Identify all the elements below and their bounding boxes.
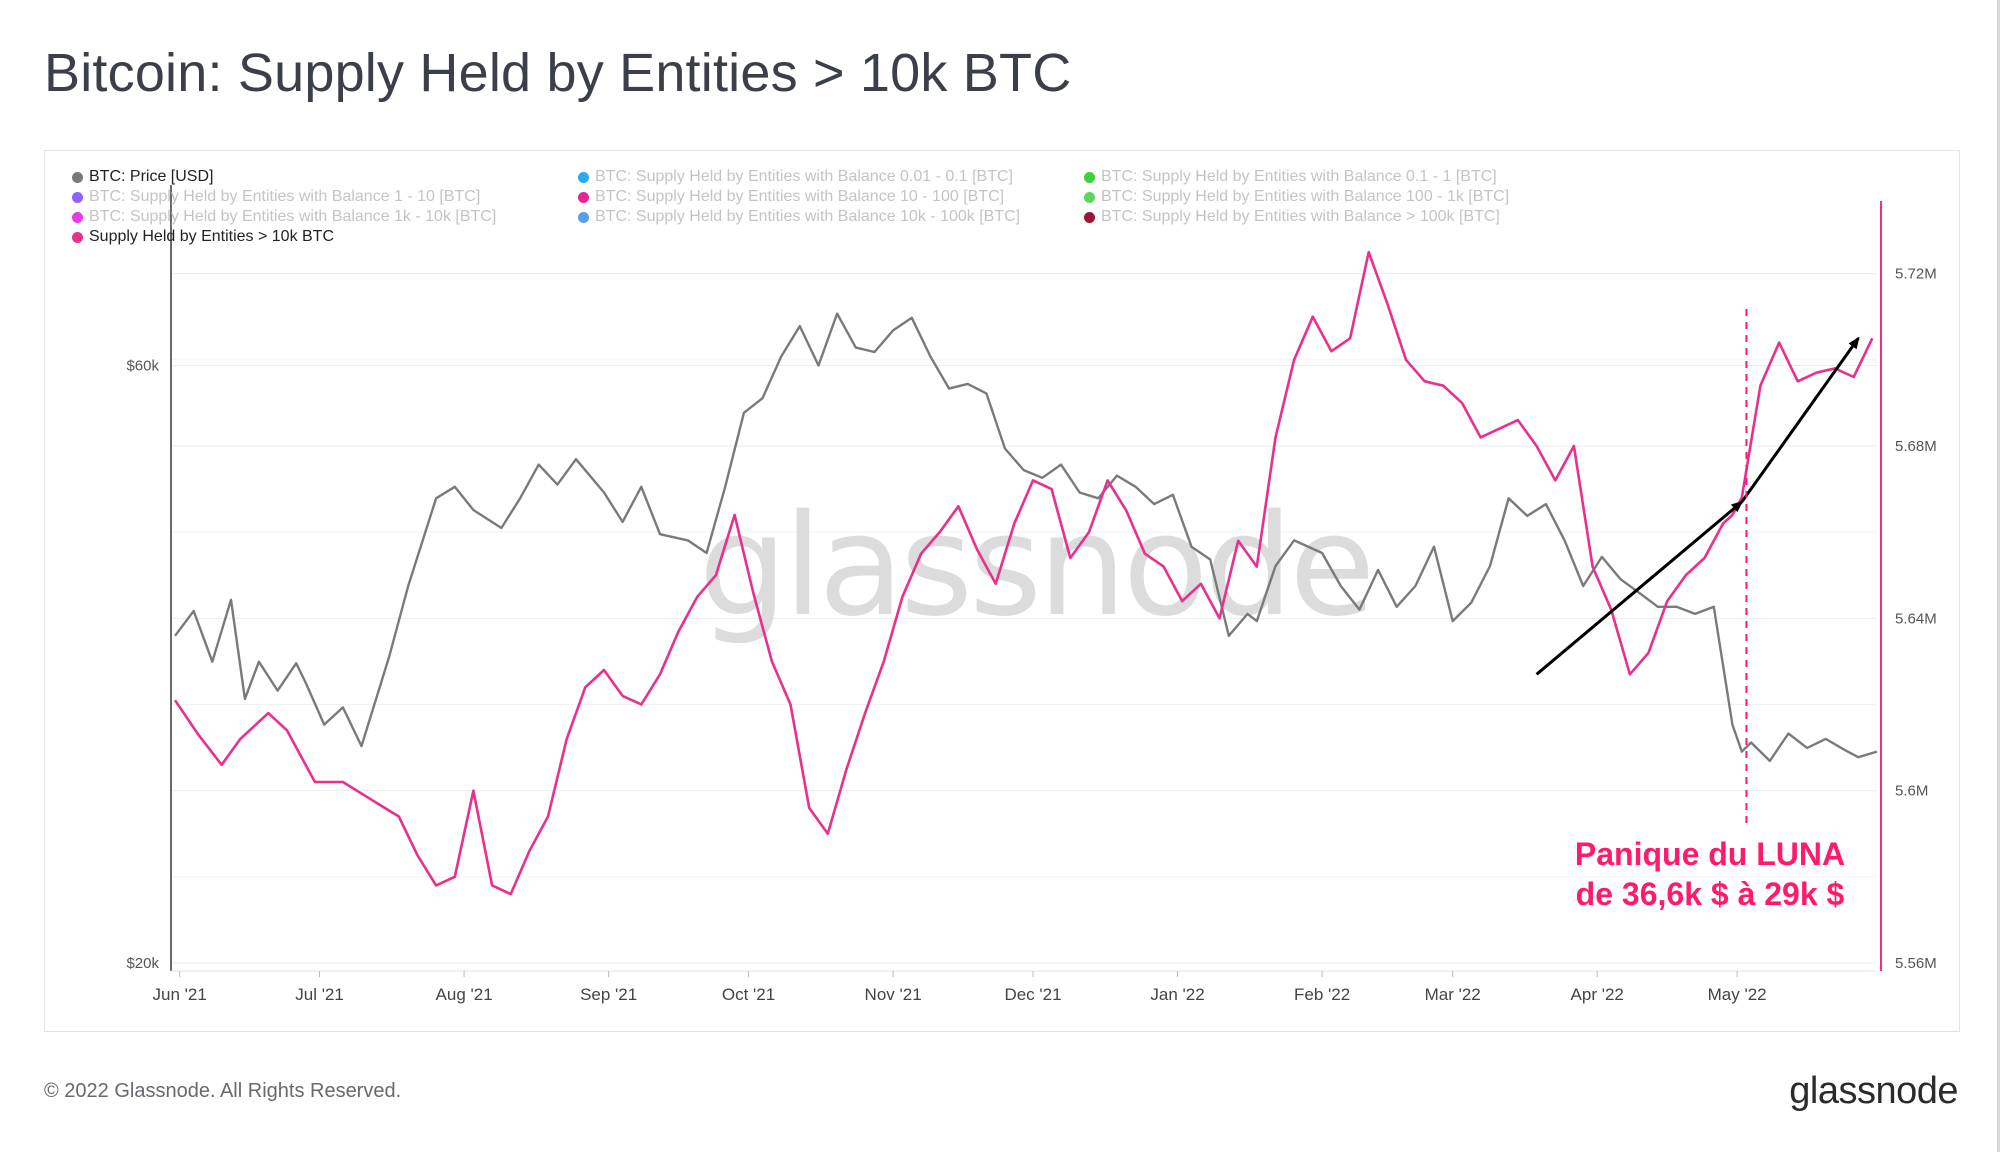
legend-item-10-100[interactable]: BTC: Supply Held by Entities with Balanc…: [578, 188, 1084, 206]
annotations: [1535, 309, 1860, 829]
x-tick-label: Sep '21: [580, 985, 637, 1004]
legend-label: BTC: Supply Held by Entities with Balanc…: [595, 188, 1005, 205]
x-tick-label: Jan '22: [1150, 985, 1204, 1004]
legend-item-0-1-1[interactable]: BTC: Supply Held by Entities with Balanc…: [1084, 168, 1604, 186]
legend-item-100k-plus[interactable]: BTC: Supply Held by Entities with Balanc…: [1084, 208, 1604, 226]
legend-label: BTC: Supply Held by Entities with Balanc…: [1101, 168, 1497, 185]
legend-dot: [1084, 191, 1095, 203]
y-tick-label-right: 5.72M: [1895, 266, 1937, 283]
legend-dot: [72, 231, 83, 243]
legend-item-100-1k[interactable]: BTC: Supply Held by Entities with Balanc…: [1084, 188, 1604, 206]
x-tick-label: Apr '22: [1571, 985, 1624, 1004]
watermark: glassnode: [699, 485, 1372, 648]
legend-item-1k-10k[interactable]: BTC: Supply Held by Entities with Balanc…: [72, 208, 578, 226]
y-tick-label-left: $60k: [126, 357, 159, 374]
series-layer: [173, 250, 1878, 896]
x-tick-label: Oct '21: [722, 985, 775, 1004]
y-tick-label-right: 5.68M: [1895, 438, 1937, 455]
legend-label: BTC: Price [USD]: [89, 168, 214, 185]
series-line-supply-10k: [173, 250, 1874, 896]
chart-canvas[interactable]: glassnode $20k $60k 5.56M 5.6M 5.64M 5.68M 5.7…: [45, 151, 1961, 1033]
legend-item-supply-10k[interactable]: Supply Held by Entities > 10k BTC: [72, 228, 578, 246]
x-tick-label: Nov '21: [865, 985, 922, 1004]
legend-item-1-10[interactable]: BTC: Supply Held by Entities with Balanc…: [72, 188, 578, 206]
axes: $20k $60k 5.56M 5.6M 5.64M 5.68M 5.72M Jun '21 J…: [126, 185, 1937, 1004]
legend-label: BTC: Supply Held by Entities with Balanc…: [1101, 208, 1500, 225]
page-title: Bitcoin: Supply Held by Entities > 10k B…: [44, 43, 1072, 103]
page-edge: [1997, 0, 2000, 1152]
legend-dot: [72, 211, 83, 223]
series-line-price: [174, 312, 1878, 763]
chart-legend: BTC: Price [USD] BTC: Supply Held by Ent…: [72, 168, 1632, 246]
legend-item-price[interactable]: BTC: Price [USD]: [72, 168, 578, 186]
brand-logo: glassnode: [1789, 1070, 1958, 1112]
legend-dot: [578, 191, 589, 203]
legend-dot: [578, 171, 589, 183]
legend-item-10k-100k[interactable]: BTC: Supply Held by Entities with Balanc…: [578, 208, 1084, 226]
y-tick-label-left: $20k: [126, 955, 159, 972]
x-tick-label: May '22: [1708, 985, 1767, 1004]
y-tick-label-right: 5.6M: [1895, 783, 1928, 800]
annotation-line-1: Panique du LUNA: [1575, 836, 1845, 872]
legend-dot: [1084, 171, 1095, 183]
x-tick-label: Dec '21: [1004, 985, 1061, 1004]
trend-arrow: [1740, 336, 1860, 503]
annotation-line-2: de 36,6k $ à 29k $: [1576, 876, 1845, 912]
legend-label: Supply Held by Entities > 10k BTC: [89, 228, 335, 245]
x-tick-label: Mar '22: [1425, 985, 1481, 1004]
legend-label: BTC: Supply Held by Entities with Balanc…: [595, 208, 1021, 225]
gridlines: [171, 273, 1877, 964]
x-tick-label: Aug '21: [436, 985, 493, 1004]
legend-label: BTC: Supply Held by Entities with Balanc…: [89, 208, 497, 225]
legend-label: BTC: Supply Held by Entities with Balanc…: [1101, 188, 1510, 205]
x-tick-label: Jul '21: [295, 985, 344, 1004]
x-tick-label: Feb '22: [1294, 985, 1350, 1004]
y-tick-label-right: 5.64M: [1895, 610, 1937, 627]
legend-label: BTC: Supply Held by Entities with Balanc…: [89, 188, 481, 205]
legend-dot: [578, 211, 589, 223]
legend-item-0-01-0-1[interactable]: BTC: Supply Held by Entities with Balanc…: [578, 168, 1084, 186]
legend-dot: [72, 191, 83, 203]
y-tick-label-right: 5.56M: [1895, 955, 1937, 972]
legend-dot: [1084, 211, 1095, 223]
trend-arrow: [1535, 500, 1744, 676]
legend-dot: [72, 171, 83, 183]
x-tick-label: Jun '21: [153, 985, 207, 1004]
copyright-text: © 2022 Glassnode. All Rights Reserved.: [44, 1080, 402, 1102]
legend-label: BTC: Supply Held by Entities with Balanc…: [595, 168, 1013, 185]
chart-frame: glassnode $20k $60k 5.56M 5.6M 5.64M 5.68M 5.7…: [44, 150, 1960, 1032]
